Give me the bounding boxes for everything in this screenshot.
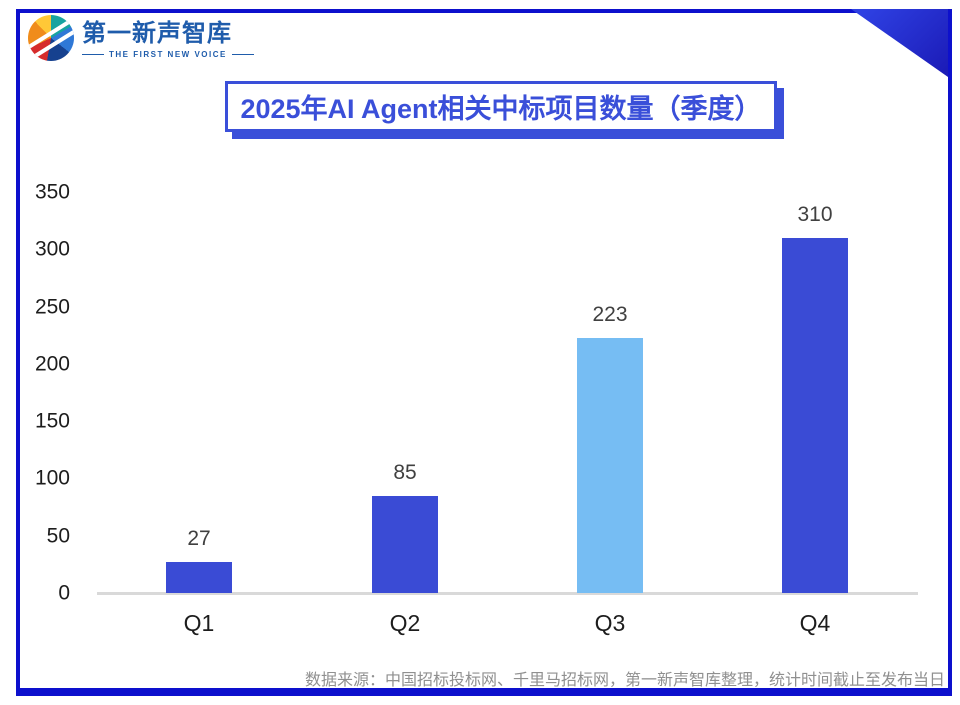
- chart-title-box: 2025年AI Agent相关中标项目数量（季度）: [225, 81, 777, 132]
- x-axis-label-q4: Q4: [799, 610, 831, 636]
- y-axis-tick-label: 0: [58, 581, 70, 605]
- bar-value-label: 27: [187, 527, 211, 550]
- y-axis-tick-label: 100: [34, 466, 70, 490]
- chart-title: 2025年AI Agent相关中标项目数量（季度）: [240, 94, 762, 124]
- tagline-rule-right: [231, 54, 254, 56]
- bar-q4: [782, 238, 848, 593]
- logo-tagline: THE FIRST NEW VOICE: [109, 50, 227, 60]
- bar-value-label: 310: [797, 203, 833, 226]
- y-axis-tick-label: 200: [34, 352, 70, 376]
- logo-text-block: 第一新声智库 THE FIRST NEW VOICE: [82, 15, 254, 59]
- bar-q3: [577, 338, 643, 593]
- y-axis-tick-label: 150: [34, 409, 70, 433]
- bar-q2: [372, 496, 438, 593]
- logo: 第一新声智库 THE FIRST NEW VOICE: [28, 15, 254, 61]
- bar-value-label: 85: [393, 461, 417, 484]
- x-axis-label-q2: Q2: [389, 610, 421, 636]
- tagline-rule-left: [82, 54, 104, 56]
- x-axis-label-q3: Q3: [594, 610, 626, 636]
- data-source-note: 数据来源：中国招标投标网、千里马招标网，第一新声智库整理，统计时间截止至发布当日: [304, 672, 945, 689]
- globe-logo-icon: [28, 15, 74, 61]
- y-axis-tick-label: 300: [34, 237, 70, 261]
- logo-tagline-row: THE FIRST NEW VOICE: [82, 50, 254, 59]
- x-axis-line: [97, 592, 918, 595]
- x-axis-label-q1: Q1: [183, 610, 215, 636]
- bar-q1: [166, 562, 232, 593]
- y-axis-tick-label: 350: [34, 180, 70, 204]
- y-axis-tick-label: 250: [34, 295, 70, 319]
- y-axis-tick-label: 50: [46, 524, 70, 548]
- logo-name: 第一新声智库: [82, 20, 232, 47]
- bar-value-label: 223: [592, 303, 628, 326]
